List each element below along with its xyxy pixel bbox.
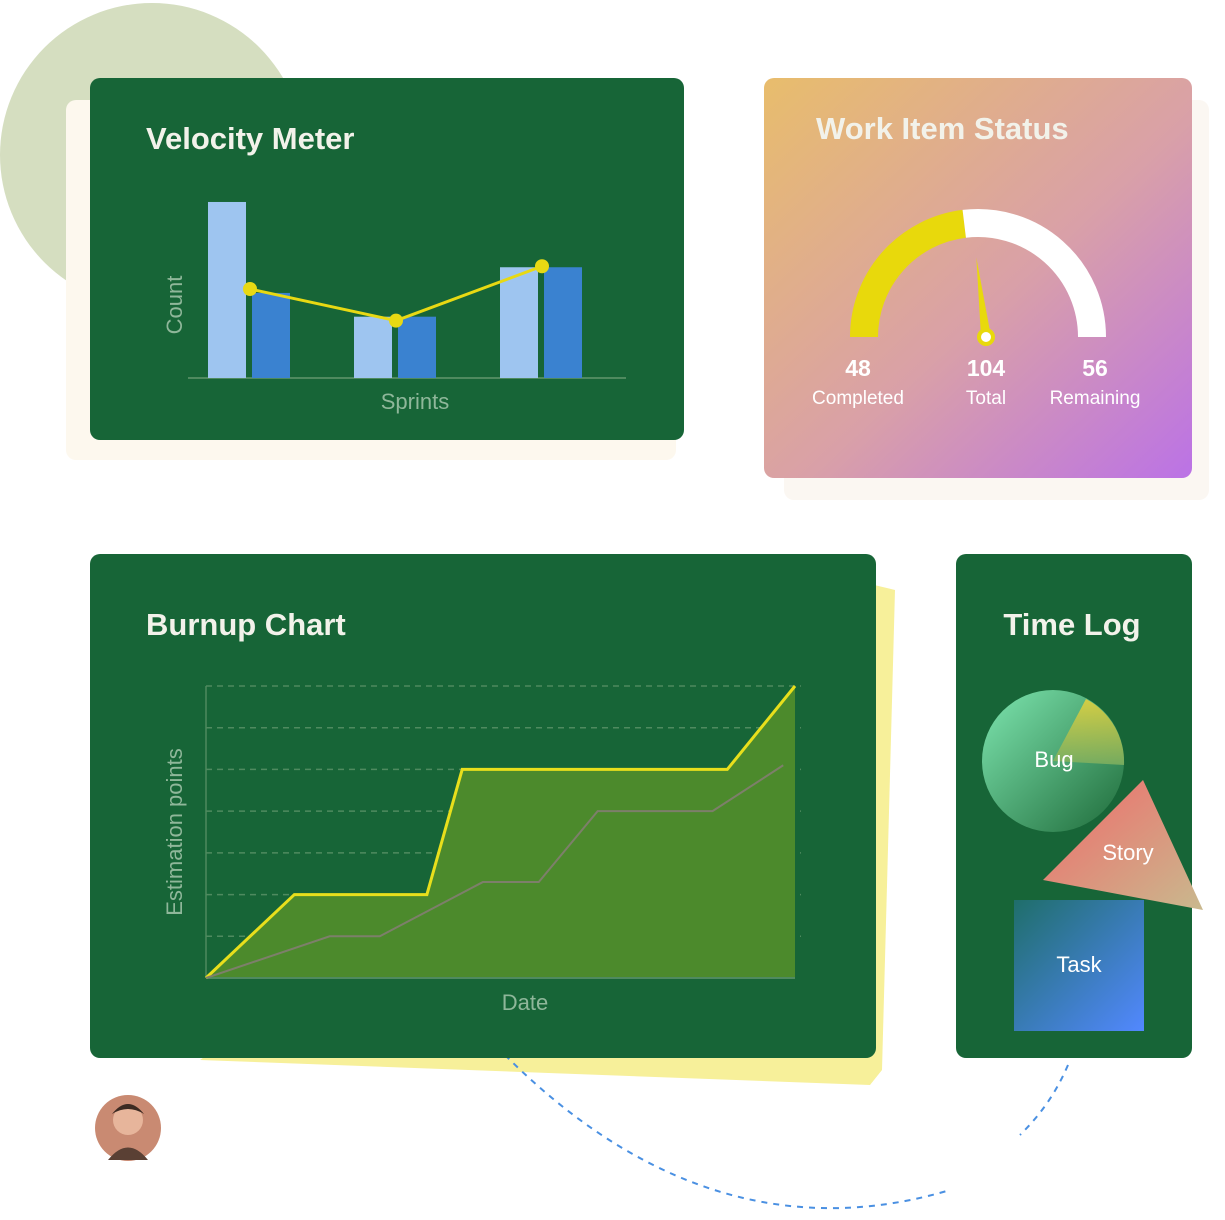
category-label: Completed [812,388,904,409]
item-label: Bug [1034,747,1073,772]
x-axis-label: Sprints [381,389,449,414]
line-point [389,313,403,328]
area [206,686,795,978]
bar [398,316,436,378]
decor-dash [1019,1064,1069,1136]
bar [252,292,290,378]
bug-slice [1053,699,1125,765]
category-label: Remaining [1050,388,1141,409]
avatar-body [108,1147,148,1160]
chart-title: Time Log [1003,607,1140,642]
bar [354,316,392,378]
value-label: 56 [1082,355,1108,381]
item-label: Story [1102,840,1153,865]
category-label: Total [966,388,1006,409]
x-axis-label: Date [502,990,548,1015]
chart-title: Burnup Chart [146,607,346,642]
line [205,764,784,979]
bar [208,201,246,378]
avatar-hair [112,1104,144,1114]
decor-dash [504,1054,951,1210]
chart-title: Work Item Status [816,111,1069,146]
line-point [535,259,549,274]
line-point [243,282,257,296]
y-axis-label: Count [162,276,187,335]
gauge-completed [850,209,967,338]
bar [500,267,538,378]
gauge-hub [977,328,995,346]
avatar-face [113,1105,143,1135]
gauge-needle [976,257,991,338]
gauge-remaining [962,209,1106,338]
line [204,685,797,980]
story-shape [1043,780,1203,910]
chart-title: Velocity Meter [146,121,354,156]
value-label: 48 [845,355,871,381]
y-axis-label: Estimation points [162,748,187,916]
item-label: Task [1056,952,1102,977]
task-shape [1014,900,1144,1031]
bar [544,267,582,378]
value-label: 104 [967,355,1006,381]
